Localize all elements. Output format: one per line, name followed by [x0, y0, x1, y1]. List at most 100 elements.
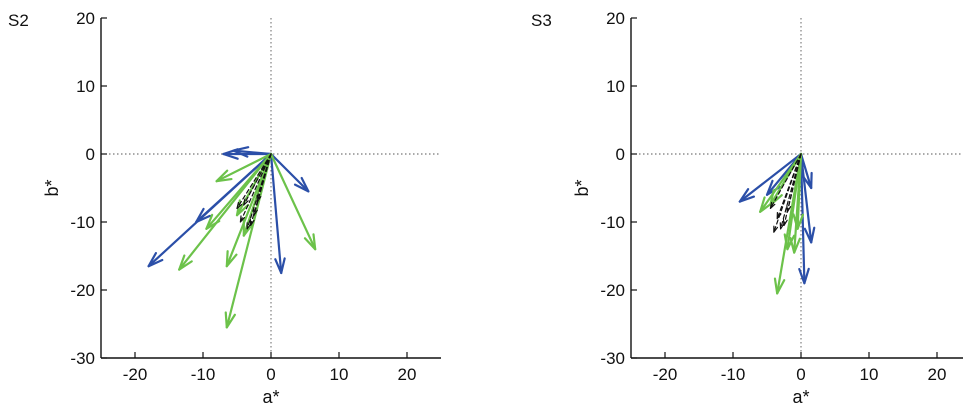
y-axis-label: b*: [42, 179, 62, 196]
vector-arrow: [269, 152, 310, 193]
vector-head: [798, 267, 810, 285]
vector-head: [236, 201, 243, 209]
vector-head: [232, 146, 250, 158]
y-tick-label: -30: [600, 349, 625, 368]
panel-s3: S3 20 10 0 -10 -20 -30 -20 -10 0 10 20 a* b*: [531, 9, 963, 407]
y-tick-label: 10: [76, 77, 95, 96]
vector-arrow: [256, 153, 272, 203]
vector-head: [249, 218, 255, 226]
vector-arrow: [232, 146, 273, 158]
vector-head: [225, 250, 238, 268]
y-tick-label: 10: [606, 77, 625, 96]
vector-arrow: [792, 152, 805, 230]
vector-head: [195, 207, 212, 224]
panel-label: S3: [531, 11, 552, 30]
vector-head: [242, 219, 254, 237]
vector-arrow: [738, 152, 803, 203]
vector-head: [215, 169, 233, 183]
vector-arrow: [195, 152, 273, 224]
vector-shaft: [269, 152, 283, 275]
vector-head: [246, 222, 252, 230]
vector-head: [205, 213, 221, 230]
vector-arrow: [239, 153, 272, 223]
vector-head: [239, 215, 246, 223]
vector-shaft: [799, 152, 813, 190]
vector-arrow: [799, 152, 816, 244]
vector-arrow: [779, 153, 802, 230]
x-tick-label: 20: [928, 365, 947, 384]
vector-head: [759, 196, 774, 213]
vector-head: [738, 188, 756, 203]
vector-shaft: [738, 152, 803, 203]
vector-arrow: [246, 153, 272, 230]
vector-head: [293, 176, 310, 193]
vector-shaft: [269, 152, 317, 251]
vector-head: [178, 254, 193, 271]
vector-arrow: [236, 153, 272, 209]
panel-s2: S2 20 10 0 -10 -20 -30 -20 -10 0 10 20 a* b*: [8, 9, 441, 407]
vector-shaft: [769, 153, 802, 209]
y-tick-label: 20: [606, 9, 625, 28]
vector-head: [782, 218, 788, 226]
vector-head: [235, 199, 250, 217]
vector-arrow: [799, 152, 813, 190]
y-axis-label: b*: [572, 179, 592, 196]
vector-head: [274, 257, 286, 275]
y-tick-label: -30: [70, 349, 95, 368]
y-tick-label: -10: [600, 213, 625, 232]
x-tick-label: -20: [653, 365, 678, 384]
y-tick-label: 0: [86, 145, 95, 164]
vector-shaft: [786, 152, 803, 251]
vector-shaft: [246, 153, 272, 230]
vector-head: [769, 189, 783, 207]
vector-arrow: [224, 152, 273, 329]
vector-arrow: [782, 153, 802, 226]
x-axis-label: a*: [262, 387, 279, 407]
y-tick-label: -20: [600, 281, 625, 300]
vector-arrow: [243, 153, 272, 206]
x-tick-label: 10: [860, 365, 879, 384]
vector-head: [779, 222, 785, 230]
vector-head: [801, 171, 813, 190]
vector-shaft: [776, 153, 802, 220]
vector-arrow: [205, 152, 273, 230]
vector-head: [243, 198, 249, 206]
vector-head: [147, 252, 164, 268]
x-axis-label: a*: [792, 387, 809, 407]
vector-head: [776, 212, 782, 220]
vector-arrow: [776, 153, 802, 220]
vector-shaft: [215, 152, 273, 183]
vector-shaft: [195, 152, 273, 224]
vector-head: [789, 236, 801, 254]
x-tick-label: 10: [330, 365, 349, 384]
vector-shaft: [256, 153, 272, 203]
vector-head: [256, 195, 262, 203]
vector-head: [303, 233, 317, 251]
vector-shaft: [799, 152, 813, 244]
vector-head: [792, 213, 805, 230]
vector-arrow: [769, 153, 802, 209]
panel-label: S2: [8, 11, 29, 30]
vector-shaft: [205, 152, 273, 230]
vector-head: [769, 201, 776, 209]
x-tick-label: -20: [123, 365, 148, 384]
vector-shaft: [796, 152, 803, 230]
y-tick-label: -10: [70, 213, 95, 232]
vector-head: [803, 226, 816, 244]
x-tick-label: -10: [721, 365, 746, 384]
y-tick-label: 20: [76, 9, 95, 28]
vector-shaft: [225, 152, 273, 329]
vector-shaft: [239, 153, 272, 223]
x-tick-label: 0: [796, 365, 805, 384]
y-tick-label: 0: [616, 145, 625, 164]
y-tick-label: -20: [70, 281, 95, 300]
x-tick-label: 0: [266, 365, 275, 384]
vector-shaft: [783, 153, 802, 226]
vector-shaft: [243, 153, 272, 206]
vector-shaft: [232, 149, 273, 156]
vector-head: [773, 277, 786, 295]
vector-head: [773, 225, 779, 233]
vector-arrow: [269, 152, 286, 275]
vector-arrow: [215, 152, 273, 183]
